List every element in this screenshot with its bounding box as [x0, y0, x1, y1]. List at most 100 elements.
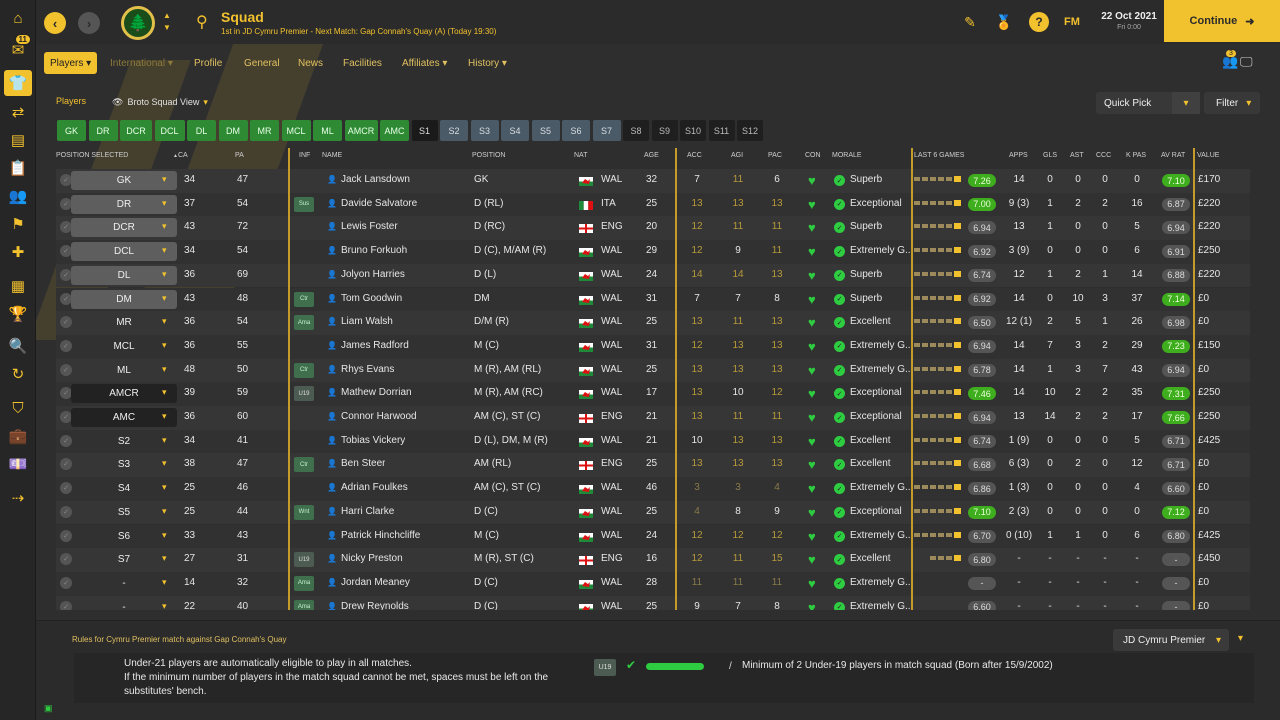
player-name-link[interactable]: Adrian Foulkes: [341, 482, 408, 494]
trophy-icon[interactable]: 🏆: [8, 306, 28, 323]
refresh-icon[interactable]: ↻: [11, 366, 25, 383]
column-header-pos-selected[interactable]: POSITION SELECTED: [56, 152, 129, 159]
select-checkbox[interactable]: ✓: [60, 482, 72, 495]
position-chip-dcr[interactable]: DCR: [120, 120, 152, 141]
position-chip-s7[interactable]: S7: [592, 120, 621, 141]
table-row[interactable]: ✓ DCL ▾ 34 54 👤 Bruno Forkuoh D (C), M/AM (R) WA…: [56, 240, 1250, 264]
table-row[interactable]: ✓ S3 ▾ 38 47 Ctr 👤 Ben Steer AM (RL) ENG 25 13 13 13 ♥…: [56, 453, 1250, 478]
player-name-link[interactable]: Ben Steer: [341, 458, 386, 470]
player-name-link[interactable]: Drew Reynolds: [341, 600, 409, 610]
column-header-ast[interactable]: AST: [1070, 152, 1084, 159]
position-chip-s5[interactable]: S5: [531, 120, 560, 141]
player-name-link[interactable]: Rhys Evans: [341, 363, 395, 375]
position-chip-amc[interactable]: AMC: [380, 120, 409, 141]
training-icon[interactable]: ⚑: [11, 216, 25, 233]
select-checkbox[interactable]: ✓: [60, 505, 72, 518]
select-checkbox[interactable]: ✓: [60, 411, 72, 423]
table-row[interactable]: ✓ DM ▾ 43 48 Ctr 👤 Tom Goodwin DM WAL 31 7 7 8 ♥ ✓ Super…: [56, 287, 1250, 312]
position-chip-dl[interactable]: DL: [187, 120, 216, 141]
position-chip-s11[interactable]: S11: [708, 120, 735, 141]
table-row[interactable]: ✓ S6 ▾ 33 43 👤 Patrick Hinchcliffe M (C) WAL 24 12…: [56, 524, 1250, 549]
position-chip-s2[interactable]: S2: [440, 120, 468, 141]
chevron-down-icon[interactable]: ▾: [162, 458, 167, 469]
select-checkbox[interactable]: ✓: [60, 292, 72, 305]
position-chip-s6[interactable]: S6: [562, 120, 590, 141]
position-chip-mcl[interactable]: MCL: [281, 120, 311, 141]
column-header-last6[interactable]: LAST 6 GAMES: [914, 152, 965, 159]
position-selected-dropdown[interactable]: S2: [117, 435, 131, 447]
back-button[interactable]: ‹: [44, 12, 66, 34]
achievements-icon[interactable]: 🏅: [995, 13, 1013, 30]
player-name-link[interactable]: Davide Salvatore: [341, 197, 418, 209]
clipboard-icon[interactable]: 📋: [8, 160, 28, 177]
player-name-link[interactable]: Nicky Preston: [341, 553, 403, 565]
table-row[interactable]: ✓ ML ▾ 48 50 Ctr 👤 Rhys Evans M (R), AM (RL) WAL 2…: [56, 358, 1250, 383]
staff-notification-icon[interactable]: 👥: [1222, 54, 1239, 69]
finances-icon[interactable]: 💼: [8, 428, 28, 445]
tab-general[interactable]: General: [238, 52, 286, 74]
chevron-down-icon[interactable]: ▾: [162, 221, 167, 232]
column-header-ca[interactable]: CA: [178, 152, 188, 159]
pencil-icon[interactable]: ✎: [964, 13, 976, 30]
column-header-gls[interactable]: GLS: [1043, 152, 1058, 159]
chevron-down-icon[interactable]: ▾: [162, 363, 167, 374]
select-checkbox[interactable]: ✓: [60, 245, 72, 258]
position-selected-dropdown[interactable]: DL: [71, 265, 177, 285]
chevron-down-icon[interactable]: ▾: [162, 292, 167, 303]
table-row[interactable]: ✓ AMCR ▾ 39 59 U19 👤 Mathew Dorrian M (R), AM (R…: [56, 382, 1250, 406]
player-name-link[interactable]: Jordan Meaney: [341, 576, 410, 588]
position-selected-dropdown[interactable]: AMCR: [71, 384, 177, 404]
table-row[interactable]: ✓ GK ▾ 34 47 👤 Jack Lansdown GK WAL 32 7 11 6 ♥ ✓ Super…: [56, 169, 1250, 193]
column-header-kpas[interactable]: K PAS: [1126, 152, 1147, 159]
player-name-link[interactable]: Jolyon Harries: [341, 268, 405, 280]
select-checkbox[interactable]: ✓: [60, 221, 72, 234]
transfers-icon[interactable]: ⇄: [11, 104, 25, 121]
chevron-down-icon[interactable]: ▾: [162, 174, 167, 184]
select-checkbox[interactable]: ✓: [60, 268, 72, 281]
position-chip-mr[interactable]: MR: [250, 120, 279, 141]
table-row[interactable]: ✓ DL ▾ 36 69 👤 Jolyon Harries D (L) WAL 24 14 14 13 ♥…: [56, 263, 1250, 288]
tab-profile[interactable]: Profile: [188, 52, 228, 74]
column-header-pac[interactable]: PAC: [768, 152, 782, 159]
tab-history[interactable]: History ▾: [468, 57, 507, 69]
position-chip-s8[interactable]: S8: [623, 120, 649, 141]
position-selected-dropdown[interactable]: MCL: [113, 340, 135, 352]
position-selected-dropdown[interactable]: DCL: [71, 242, 177, 262]
table-row[interactable]: ✓ AMC ▾ 36 60 👤 Connor Harwood AM (C), ST (C) EN…: [56, 406, 1250, 430]
column-header-ccc[interactable]: CCC: [1096, 152, 1112, 159]
position-selected-dropdown[interactable]: S3: [117, 459, 131, 471]
position-chip-s4[interactable]: S4: [501, 120, 529, 141]
column-header-apps[interactable]: APPS: [1009, 152, 1028, 159]
select-checkbox[interactable]: ✓: [60, 387, 72, 400]
club-crest[interactable]: 🌲: [121, 6, 155, 40]
table-row[interactable]: ✓ S5 ▾ 25 44 Wnt 👤 Harri Clarke D (C) WAL 25 4 8 9 ♥ ✓ E…: [56, 500, 1250, 525]
table-row[interactable]: ✓ S2 ▾ 34 41 👤 Tobias Vickery D (L), DM, M (R) W…: [56, 429, 1250, 454]
position-chip-s10[interactable]: S10: [680, 120, 706, 141]
position-chip-s1[interactable]: S1: [411, 120, 438, 141]
league-select[interactable]: JD Cymru Premier ▾: [1113, 629, 1229, 651]
position-chip-dm[interactable]: DM: [218, 120, 248, 141]
column-header-position[interactable]: POSITION: [472, 152, 506, 159]
position-chip-gk[interactable]: GK: [57, 120, 86, 141]
column-header-age[interactable]: AGE: [644, 152, 659, 159]
column-header-nat[interactable]: NAT: [574, 152, 588, 159]
column-header-agi[interactable]: AGI: [731, 152, 744, 159]
select-checkbox[interactable]: ✓: [60, 339, 72, 352]
exit-icon[interactable]: ⇢: [11, 490, 25, 507]
table-row[interactable]: ✓ MR ▾ 36 54 Ama 👤 Liam Walsh D/M (R) WAL 25 13 11 13…: [56, 311, 1250, 335]
column-header-acc[interactable]: ACC: [687, 152, 702, 159]
chevron-down-icon[interactable]: ▾: [162, 576, 167, 587]
chevron-down-icon[interactable]: ▾: [162, 387, 167, 398]
player-name-link[interactable]: Connor Harwood: [341, 411, 417, 422]
table-row[interactable]: ✓ DR ▾ 37 54 Sus 👤 Davide Salvatore D (RL) ITA 25 1…: [56, 192, 1250, 217]
table-row[interactable]: ✓ S4 ▾ 25 46 👤 Adrian Foulkes AM (C), ST (C) WAL…: [56, 477, 1250, 501]
chevron-down-icon[interactable]: ▾: [162, 245, 167, 256]
screen-icon[interactable]: 🖵: [1240, 54, 1253, 69]
select-checkbox[interactable]: ✓: [60, 458, 72, 471]
position-chip-amcr[interactable]: AMCR: [344, 120, 378, 141]
club-icon[interactable]: ⛉: [12, 399, 24, 417]
position-chip-s9[interactable]: S9: [651, 120, 678, 141]
table-row[interactable]: ✓ - ▾ 14 32 Ama 👤 Jordan Meaney D (C) WAL 28 11 11 11…: [56, 571, 1250, 596]
position-selected-dropdown[interactable]: S5: [117, 506, 131, 518]
select-checkbox[interactable]: ✓: [60, 316, 72, 329]
